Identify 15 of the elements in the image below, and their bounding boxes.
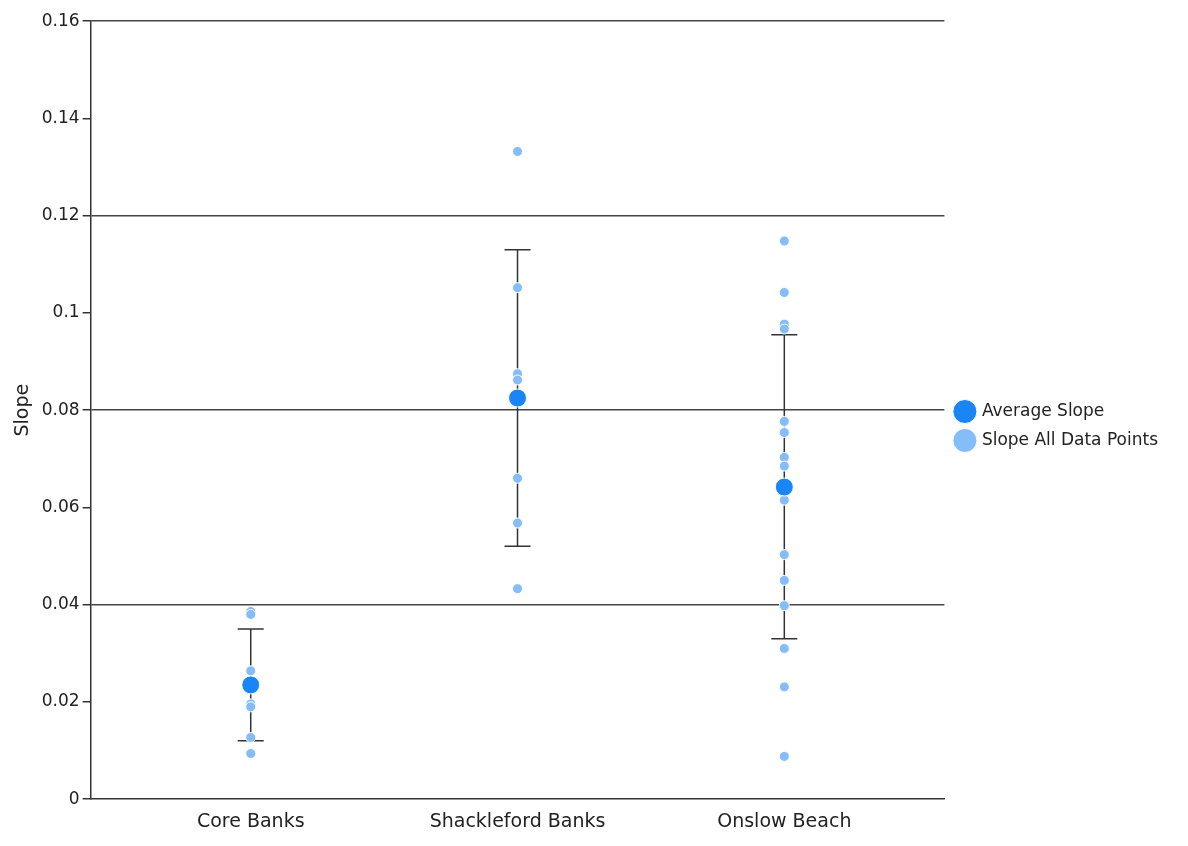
y-tick-label: 0.08 bbox=[41, 398, 80, 419]
y-axis-title: Slope bbox=[10, 383, 33, 437]
legend-label: Slope All Data Points bbox=[981, 428, 1159, 449]
legend-label: Average Slope bbox=[981, 399, 1105, 420]
y-tick-label: 0.04 bbox=[41, 593, 80, 614]
x-tick-label: Shackleford Banks bbox=[429, 808, 606, 831]
x-tick-label: Onslow Beach bbox=[717, 808, 852, 831]
y-tick-label: 0.16 bbox=[41, 9, 80, 30]
y-tick-label: 0.02 bbox=[41, 690, 80, 711]
y-tick-label: 0 bbox=[68, 787, 80, 808]
y-tick-label: 0.14 bbox=[41, 106, 80, 127]
x-tick-label: Core Banks bbox=[196, 808, 305, 831]
y-tick-label: 0.06 bbox=[41, 495, 80, 516]
y-tick-label: 0.1 bbox=[52, 301, 80, 322]
y-tick-label: 0.12 bbox=[41, 204, 80, 225]
